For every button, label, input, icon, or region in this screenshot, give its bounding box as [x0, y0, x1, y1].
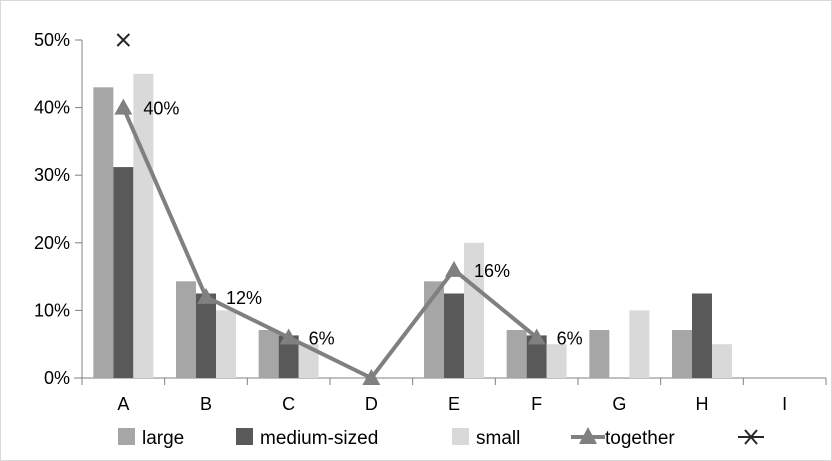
marker-together-D: [362, 369, 381, 385]
legend-label: small: [476, 428, 520, 449]
legend-item-unnamed: [738, 429, 764, 445]
category-label: D: [365, 394, 378, 414]
bar-medium-sized-C: [278, 335, 299, 378]
data-label-together-A: 40%: [143, 99, 179, 119]
bars: [93, 73, 732, 379]
y-tick-label: 10%: [34, 300, 70, 320]
legend-item-together: together: [571, 427, 675, 449]
bar-large-A: [93, 87, 114, 378]
legend-label: medium-sized: [260, 428, 378, 449]
legend-item-medium-sized: medium-sized: [236, 428, 378, 449]
bar-small-H: [712, 344, 732, 378]
legend-marker: [744, 429, 758, 445]
bar-large-B: [176, 281, 196, 378]
y-tick-label: 0%: [44, 368, 70, 388]
bar-small-C: [298, 344, 319, 378]
bar-small-F: [546, 344, 567, 378]
category-label: I: [782, 394, 787, 414]
bar-large-C: [258, 330, 279, 378]
data-labels: 40% 12% 6% 16% 6%: [143, 99, 582, 349]
marker-together-E: [445, 260, 463, 277]
category-label: H: [696, 394, 709, 414]
marker-together-C: [279, 328, 298, 345]
category-label: E: [448, 394, 460, 414]
legend-swatch: [118, 428, 135, 445]
bar-medium-sized-F: [526, 335, 547, 378]
data-label-together-B: 12%: [226, 288, 262, 308]
bar-small-A: [133, 73, 154, 379]
bar-medium-sized-H: [692, 293, 712, 378]
data-label-together-E: 16%: [474, 261, 510, 281]
bar-small-G: [629, 310, 650, 378]
legend-swatch: [452, 428, 469, 445]
bar-medium-sized-B: [196, 293, 216, 378]
marker-together-B: [197, 287, 215, 304]
data-label-together-F: 6%: [557, 328, 583, 348]
lines: [114, 33, 546, 385]
data-label-together-C: 6%: [309, 328, 335, 348]
bar-medium-sized-A: [113, 167, 134, 378]
line-together: [121, 106, 538, 380]
legend: large medium-sized small together: [118, 427, 764, 449]
bar-medium-sized-E: [444, 293, 464, 378]
x-stroke: [116, 33, 131, 47]
y-tick-label: 30%: [34, 165, 70, 185]
marker-unnamed-series-A: [116, 33, 131, 47]
category-label: G: [612, 394, 626, 414]
marker-together-F: [527, 328, 546, 345]
legend-item-small: small: [452, 428, 520, 449]
category-label: C: [282, 394, 295, 414]
marker-together-A: [114, 98, 133, 115]
legend-label: together: [605, 428, 675, 449]
legend-item-large: large: [118, 428, 184, 449]
legend-swatch: [236, 428, 253, 445]
bar-large-H: [672, 330, 692, 378]
category-label: F: [531, 394, 542, 414]
y-tick-label: 20%: [34, 233, 70, 253]
bar-small-E: [464, 242, 484, 378]
y-tick-label: 40%: [34, 98, 70, 118]
bar-small-B: [216, 310, 236, 378]
category-label: A: [117, 394, 129, 414]
category-label: B: [200, 394, 212, 414]
bar-large-G: [589, 330, 610, 378]
legend-marker: [579, 427, 597, 444]
legend-label: large: [142, 428, 184, 449]
bar-large-F: [506, 330, 527, 378]
y-tick-label: 50%: [34, 30, 70, 50]
